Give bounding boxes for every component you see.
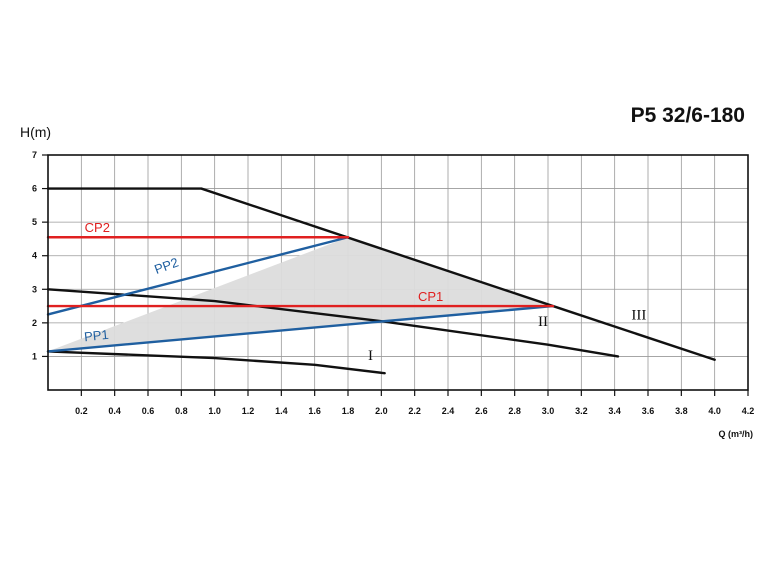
x-tick-label: 0.8 (175, 406, 188, 416)
series-line-i (46, 350, 386, 375)
x-tick-label: 4.0 (708, 406, 721, 416)
x-tick-label: 3.6 (642, 406, 655, 416)
curve-label-i: I (368, 348, 373, 364)
x-axis-label: Q (m³/h) (719, 429, 754, 439)
y-axis-label: H(m) (20, 124, 51, 140)
y-tick-label: 3 (32, 284, 37, 294)
tick-labels: 0.2 0.4 0.6 0.8 1.0 1.2 1.4 1.6 1.8 2.0 2.2 2.4 2.6 2… (32, 150, 754, 416)
x-tick-label: 1.2 (242, 406, 255, 416)
y-tick-label: 1 (32, 351, 37, 361)
series-group (46, 187, 716, 375)
y-tick-label: 4 (32, 251, 37, 261)
x-tick-label: 3.8 (675, 406, 688, 416)
operating-area-fill (48, 237, 553, 352)
x-tick-label: 1.8 (342, 406, 355, 416)
y-tick-label: 2 (32, 318, 37, 328)
x-tick-label: 0.4 (108, 406, 121, 416)
x-tick-label: 3.4 (608, 406, 621, 416)
x-tick-label: 0.2 (75, 406, 88, 416)
y-tick-label: 5 (32, 217, 37, 227)
curve-label-ii: II (538, 314, 548, 330)
curve-label-pp1: PP1 (83, 327, 109, 344)
x-tick-label: 1.6 (308, 406, 321, 416)
chart-title: P5 32/6-180 (631, 104, 745, 127)
x-tick-label: 1.0 (208, 406, 221, 416)
operating-area (48, 237, 553, 352)
x-tick-label: 4.2 (742, 406, 755, 416)
curve-label-cp1: CP1 (418, 289, 443, 304)
x-tick-label: 2.0 (375, 406, 388, 416)
series-line-pp2 (46, 236, 350, 316)
curve-label-iii: III (631, 308, 646, 324)
y-tick-label: 6 (32, 184, 37, 194)
x-tick-label: 3.0 (542, 406, 555, 416)
series-line-pp1 (46, 304, 555, 353)
x-tick-label: 3.2 (575, 406, 588, 416)
curve-label-cp2: CP2 (85, 220, 110, 235)
x-tick-label: 2.4 (442, 406, 455, 416)
x-tick-label: 1.4 (275, 406, 288, 416)
axes (42, 154, 749, 396)
series-line-iii (46, 187, 716, 361)
y-tick-label: 7 (32, 150, 37, 160)
plot-frame (47, 154, 749, 391)
curve-label-pp2: PP2 (152, 254, 180, 277)
x-tick-label: 2.6 (475, 406, 488, 416)
x-tick-label: 0.6 (142, 406, 155, 416)
x-tick-label: 2.8 (508, 406, 521, 416)
x-tick-label: 2.2 (408, 406, 421, 416)
